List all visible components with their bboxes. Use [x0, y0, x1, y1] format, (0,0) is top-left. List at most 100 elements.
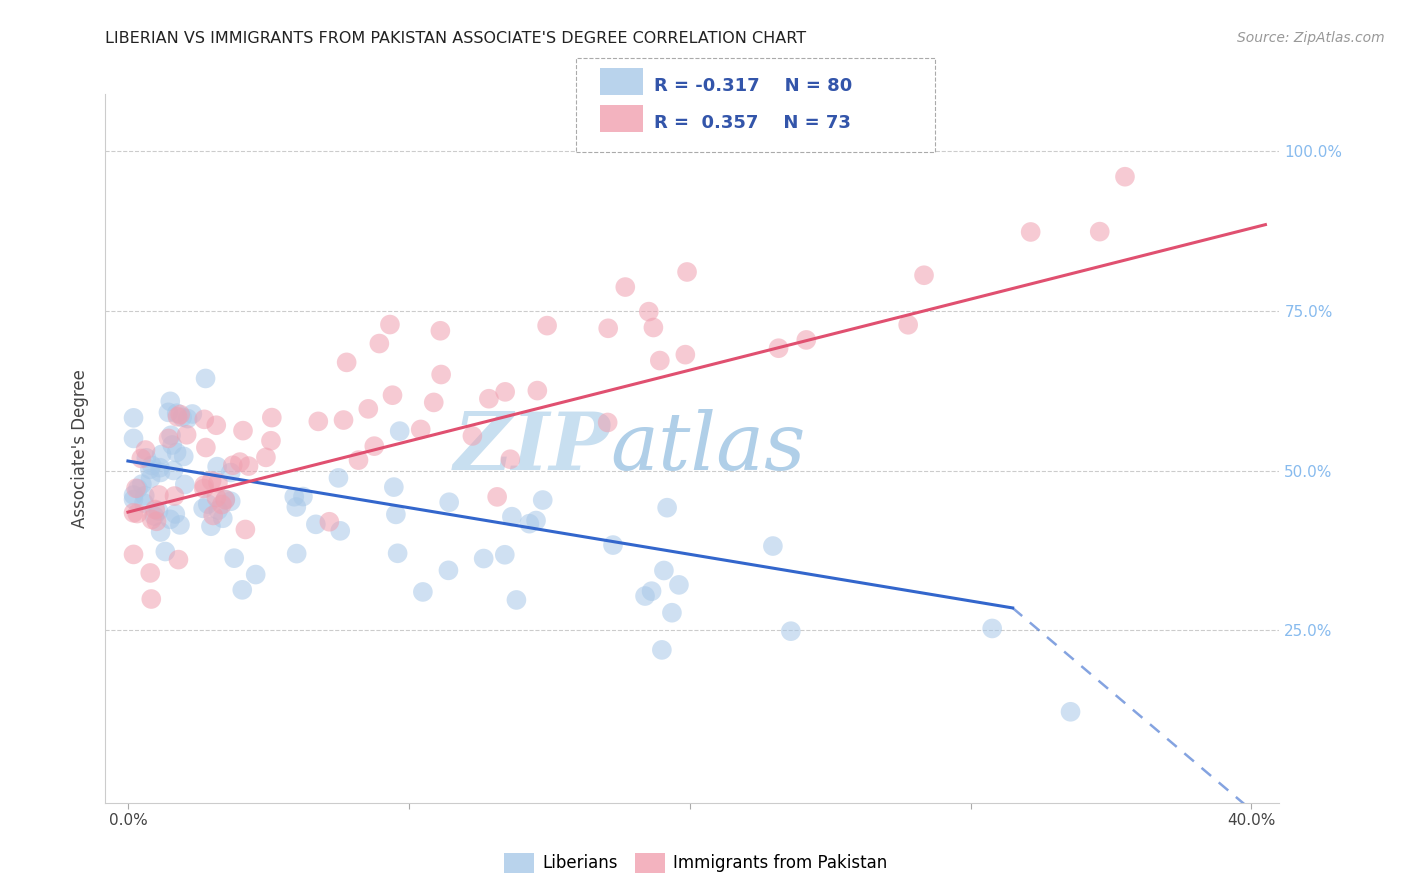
Point [205, 418, 228, 433]
Point [423, 395, 446, 409]
Point [141, 512, 163, 526]
Point [598, 321, 620, 335]
Point [651, 643, 673, 657]
Point [200, 474, 222, 488]
Point [122, 410, 145, 425]
Text: Source: ZipAtlas.com: Source: ZipAtlas.com [1237, 31, 1385, 45]
Point [205, 459, 228, 474]
Point [149, 524, 172, 539]
Point [135, 450, 157, 465]
Point [172, 410, 194, 425]
Point [193, 482, 215, 496]
Point [260, 434, 283, 448]
Point [531, 493, 554, 508]
Point [429, 324, 451, 338]
Point [155, 544, 177, 558]
Point [1114, 169, 1136, 184]
Point [205, 491, 228, 505]
Point [166, 406, 188, 420]
Point [194, 371, 217, 385]
Point [139, 462, 162, 476]
Point [378, 318, 401, 332]
Point [409, 422, 432, 436]
Point [143, 502, 166, 516]
Point [643, 320, 665, 334]
Point [163, 489, 186, 503]
Point [318, 515, 340, 529]
Point [211, 511, 233, 525]
Point [254, 450, 277, 465]
Text: R = -0.317    N = 80: R = -0.317 N = 80 [654, 78, 852, 95]
Point [159, 394, 181, 409]
Point [150, 448, 173, 462]
Point [676, 265, 699, 279]
Point [602, 538, 624, 552]
Point [207, 475, 229, 490]
Point [412, 585, 434, 599]
Point [224, 551, 246, 566]
Point [169, 517, 191, 532]
Point [762, 539, 785, 553]
Point [193, 478, 215, 492]
Point [127, 482, 149, 496]
Point [501, 509, 523, 524]
Point [329, 524, 352, 538]
Point [160, 428, 183, 442]
Point [202, 508, 225, 523]
Point [648, 353, 671, 368]
Point [157, 405, 180, 419]
Point [536, 318, 558, 333]
Point [232, 424, 254, 438]
Point [472, 551, 495, 566]
Point [661, 606, 683, 620]
Point [169, 408, 191, 422]
Point [194, 441, 217, 455]
Point [336, 355, 359, 369]
Point [157, 432, 180, 446]
Point [229, 455, 252, 469]
Point [145, 514, 167, 528]
Point [181, 407, 204, 421]
Point [981, 622, 1004, 636]
Point [673, 348, 696, 362]
Point [614, 280, 637, 294]
Point [347, 453, 370, 467]
Point [143, 509, 166, 524]
Point [139, 471, 162, 485]
Point [160, 438, 183, 452]
Point [363, 439, 385, 453]
Point [166, 445, 188, 459]
Point [176, 411, 198, 425]
Point [214, 492, 236, 507]
Point [219, 466, 242, 480]
Point [148, 504, 170, 518]
Text: atlas: atlas [610, 409, 806, 487]
Point [139, 566, 162, 580]
Point [173, 477, 195, 491]
Point [122, 548, 145, 562]
Point [260, 410, 283, 425]
Point [494, 548, 516, 562]
Point [387, 546, 409, 560]
Point [305, 517, 328, 532]
Point [231, 582, 253, 597]
Point [127, 507, 149, 521]
Legend: Liberians, Immigrants from Pakistan: Liberians, Immigrants from Pakistan [498, 847, 894, 880]
Point [291, 490, 314, 504]
Point [494, 384, 516, 399]
Point [197, 497, 219, 511]
Point [652, 564, 675, 578]
Point [207, 503, 229, 517]
Point [283, 490, 305, 504]
Point [148, 488, 170, 502]
Point [332, 413, 354, 427]
Point [245, 567, 267, 582]
Point [382, 480, 405, 494]
Y-axis label: Associate's Degree: Associate's Degree [72, 368, 90, 528]
Point [596, 416, 619, 430]
Point [132, 496, 155, 510]
Point [214, 492, 236, 507]
Point [165, 507, 187, 521]
Point [238, 459, 260, 474]
Point [167, 552, 190, 566]
